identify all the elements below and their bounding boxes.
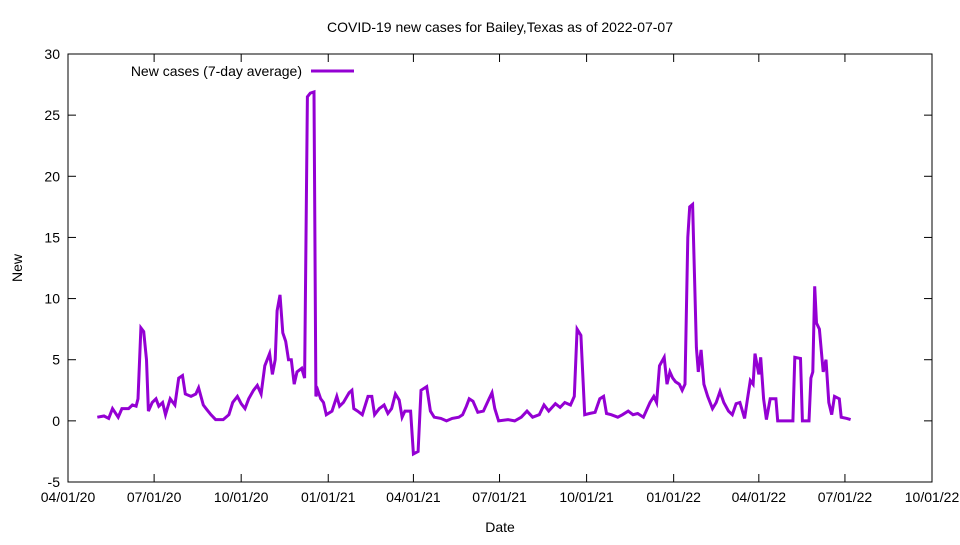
y-tick-label: -5 xyxy=(48,474,61,490)
x-tick-label: 07/01/22 xyxy=(818,489,873,505)
x-tick-label: 10/01/21 xyxy=(559,489,614,505)
x-tick-label: 04/01/21 xyxy=(386,489,441,505)
x-tick-label: 04/01/22 xyxy=(732,489,787,505)
y-tick-label: 20 xyxy=(44,168,60,184)
legend: New cases (7-day average) xyxy=(131,63,354,79)
x-tick-label: 01/01/21 xyxy=(301,489,356,505)
x-axis: 04/01/20 07/01/20 10/01/20 01/01/21 04/01/21… xyxy=(41,54,960,505)
y-axis-label: New xyxy=(9,253,25,282)
x-tick-label: 07/01/21 xyxy=(472,489,527,505)
y-tick-label: 0 xyxy=(52,413,60,429)
y-tick-label: 15 xyxy=(44,229,60,245)
x-tick-label: 01/01/22 xyxy=(646,489,701,505)
y-tick-label: 5 xyxy=(52,352,60,368)
chart-title: COVID-19 new cases for Bailey,Texas as o… xyxy=(327,19,673,35)
x-tick-label: 10/01/22 xyxy=(905,489,960,505)
x-tick-label: 04/01/20 xyxy=(41,489,96,505)
y-tick-label: 25 xyxy=(44,107,60,123)
legend-label: New cases (7-day average) xyxy=(131,63,302,79)
x-axis-label: Date xyxy=(485,519,515,535)
series-line-new-cases xyxy=(97,89,852,457)
x-tick-label: 10/01/20 xyxy=(214,489,269,505)
y-tick-label: 30 xyxy=(44,46,60,62)
y-axis: -5 0 5 10 15 20 25 30 xyxy=(44,46,932,490)
x-tick-label: 07/01/20 xyxy=(127,489,182,505)
y-tick-label: 10 xyxy=(44,291,60,307)
